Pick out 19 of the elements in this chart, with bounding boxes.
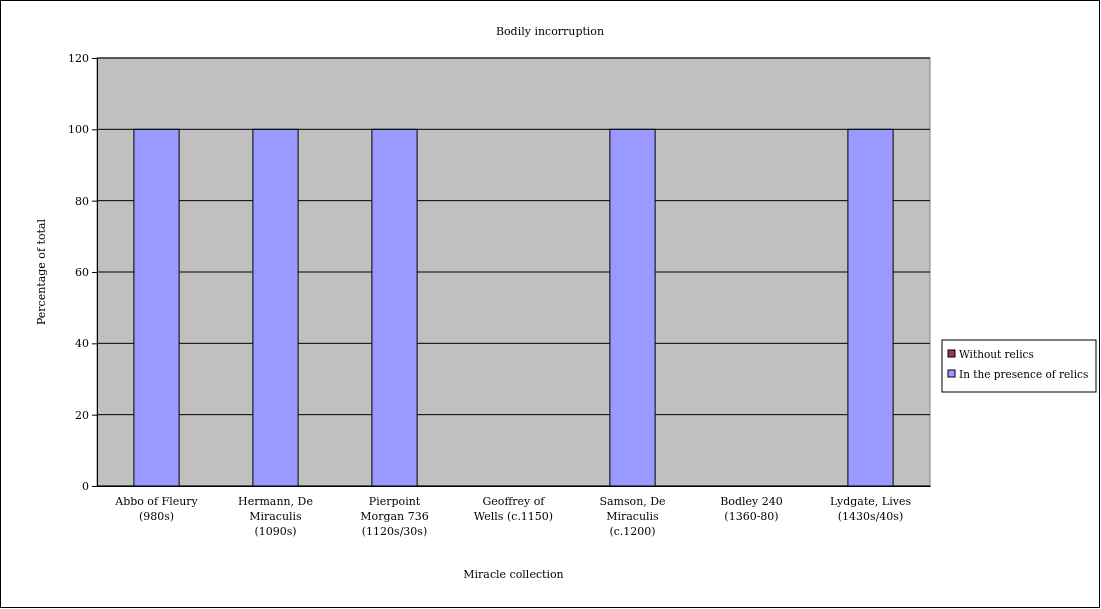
- x-tick-label: Hermann, De Miraculis (1090s): [238, 495, 313, 538]
- legend-label: Without relics: [959, 348, 1034, 360]
- x-tick-label: Geoffrey of Wells (c.1150): [473, 495, 554, 523]
- x-tick-label: Abbo of Fleury (980s): [114, 495, 199, 523]
- chart-title: Bodily incorruption: [495, 25, 605, 38]
- x-tick-label: Lydgate, Lives (1430s/40s): [829, 495, 912, 523]
- x-tick-label: Bodley 240 (1360-80): [720, 495, 783, 523]
- y-tick-label: 0: [82, 480, 89, 494]
- y-axis-title: Percentage of total: [35, 218, 48, 326]
- y-tick-label: 20: [75, 408, 89, 422]
- y-tick-label: 120: [68, 52, 89, 66]
- x-tick-label: Pierpoint Morgan 736 (1120s/30s): [360, 495, 429, 538]
- x-axis-title: Miracle collection: [463, 568, 564, 581]
- y-tick-label: 40: [75, 337, 89, 351]
- y-tick-label: 80: [75, 194, 89, 208]
- legend-label: In the presence of relics: [959, 368, 1089, 380]
- y-tick-label: 60: [75, 266, 89, 280]
- y-tick-label: 100: [68, 123, 89, 137]
- x-tick-label: Samson, De Miraculis (c.1200): [599, 495, 666, 538]
